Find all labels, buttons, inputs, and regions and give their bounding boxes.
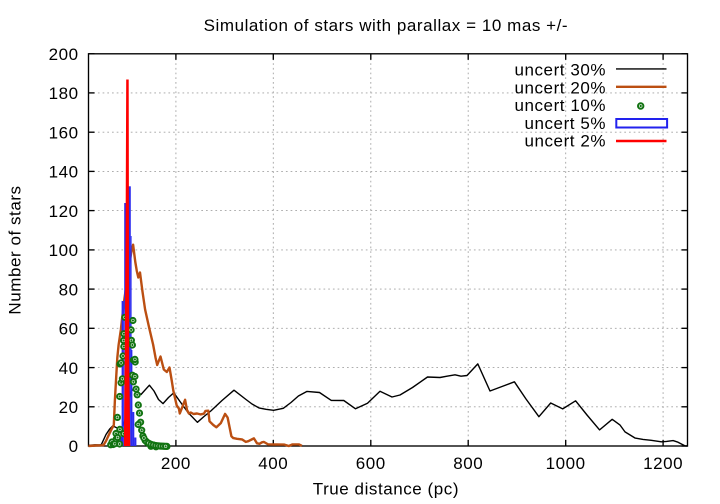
svg-text:True distance (pc): True distance (pc) xyxy=(313,480,459,499)
svg-text:uncert 10%: uncert 10% xyxy=(515,96,607,115)
svg-text:uncert 2%: uncert 2% xyxy=(525,132,607,151)
svg-text:400: 400 xyxy=(258,454,288,473)
svg-text:60: 60 xyxy=(59,320,79,339)
svg-text:80: 80 xyxy=(59,280,79,299)
svg-text:160: 160 xyxy=(49,123,79,142)
svg-text:180: 180 xyxy=(49,84,79,103)
svg-text:20: 20 xyxy=(59,398,79,417)
svg-text:120: 120 xyxy=(49,202,79,221)
svg-text:uncert 5%: uncert 5% xyxy=(525,114,607,133)
svg-text:Simulation of stars with paral: Simulation of stars with parallax = 10 m… xyxy=(204,16,569,35)
svg-text:200: 200 xyxy=(49,45,79,64)
svg-text:1000: 1000 xyxy=(546,454,586,473)
svg-text:140: 140 xyxy=(49,163,79,182)
svg-text:800: 800 xyxy=(453,454,483,473)
svg-text:uncert 20%: uncert 20% xyxy=(515,78,607,97)
svg-text:600: 600 xyxy=(356,454,386,473)
svg-text:40: 40 xyxy=(59,359,79,378)
svg-text:100: 100 xyxy=(49,241,79,260)
svg-text:0: 0 xyxy=(69,437,79,456)
svg-text:1200: 1200 xyxy=(643,454,683,473)
svg-text:200: 200 xyxy=(161,454,191,473)
svg-text:uncert 30%: uncert 30% xyxy=(515,61,607,80)
svg-text:Number of stars: Number of stars xyxy=(6,185,25,314)
